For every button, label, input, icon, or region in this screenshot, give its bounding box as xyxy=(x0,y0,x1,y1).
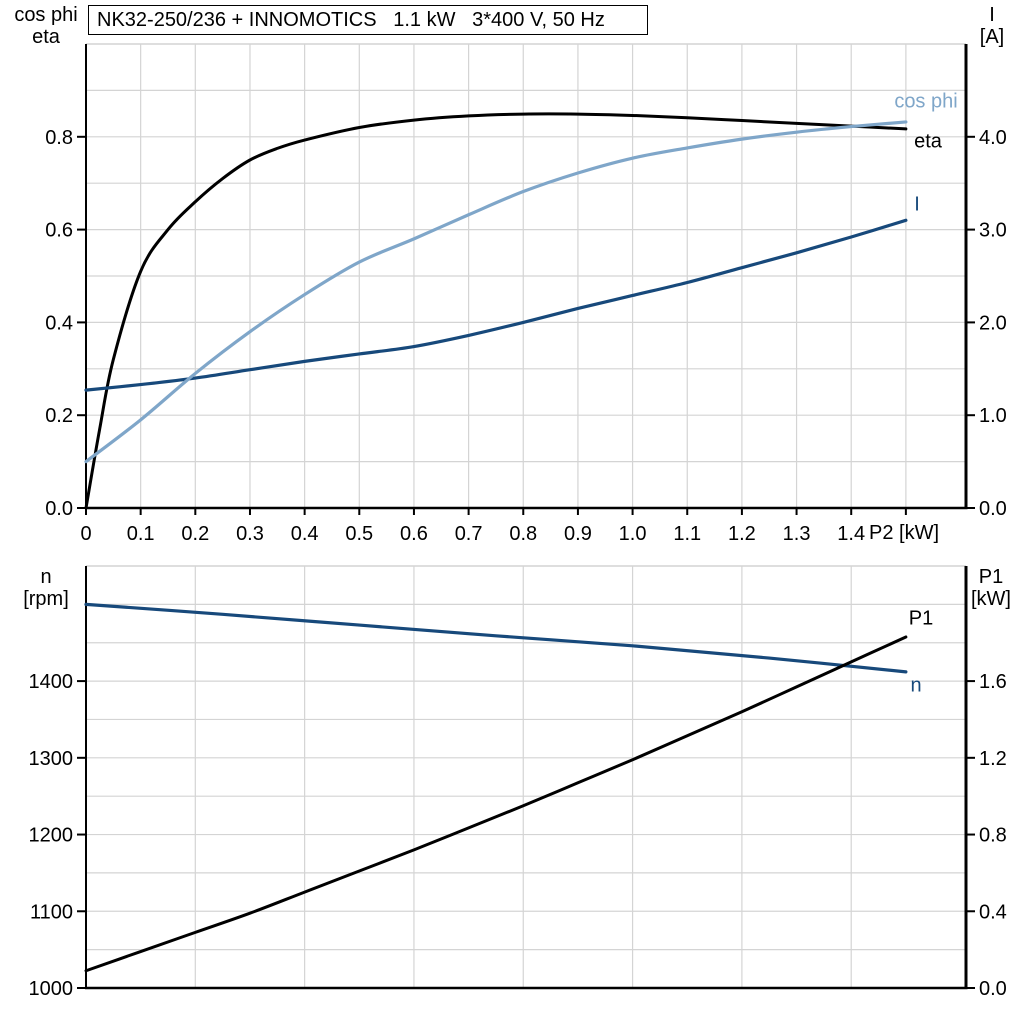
x-tick-label: 1.2 xyxy=(728,523,756,545)
speed-power-grid xyxy=(86,565,966,988)
speed-unit-title: [rpm] xyxy=(23,588,69,610)
current-curve-label: I xyxy=(914,193,920,216)
p1-curve-label: P1 xyxy=(908,607,934,630)
eta-curve xyxy=(84,112,908,510)
bottom-left-axis-header: n [rpm] xyxy=(4,566,88,610)
x-tick-label: 1.3 xyxy=(783,523,811,545)
x-tick-label: 0.1 xyxy=(127,523,155,545)
eta-curve-label: eta xyxy=(914,130,942,153)
speed-n-curve xyxy=(84,602,908,674)
right-tick-label: 1.2 xyxy=(979,748,1007,770)
left-tick-label: 0.0 xyxy=(45,498,73,520)
right-tick-label: 0.4 xyxy=(979,901,1007,923)
n-curve-label: n xyxy=(910,674,922,697)
p2-unit-label: P2 [kW] xyxy=(869,522,940,544)
cos-phi-axis-title: cos phi xyxy=(14,4,78,26)
current-I-curve xyxy=(84,218,908,392)
left-tick-label: 0.4 xyxy=(45,312,73,334)
left-tick-label: 1000 xyxy=(29,978,74,1000)
p1-unit-title: [kW] xyxy=(971,588,1011,610)
right-tick-label: 0.8 xyxy=(979,825,1007,847)
right-tick-label: 0.0 xyxy=(979,978,1007,1000)
x-tick-label: 0 xyxy=(80,523,91,545)
x-tick-label: 0.2 xyxy=(181,523,209,545)
top-right-axis-header: I [A] xyxy=(950,4,1024,48)
top-left-axis-header: cos phi eta xyxy=(4,4,88,48)
speed-power-chart: 1000 1100 1200 1300 1400 0.0 0.4 0.8 1.2 1.6 xyxy=(29,565,1007,1000)
page-title: NK32-250/236 + INNOMOTICS 1.1 kW 3*400 V… xyxy=(97,8,605,31)
x-tick-label: 1.1 xyxy=(673,523,701,545)
electrical-series xyxy=(84,112,908,510)
right-tick-label: 0.0 xyxy=(979,498,1007,520)
right-tick-label: 1.0 xyxy=(979,405,1007,427)
right-tick-label: 1.6 xyxy=(979,671,1007,693)
x-tick-label: 0.6 xyxy=(400,523,428,545)
cos-phi-curve xyxy=(84,120,908,464)
x-tick-label: 0.8 xyxy=(509,523,537,545)
left-tick-label: 1400 xyxy=(29,671,74,693)
power-P1-curve xyxy=(84,635,908,973)
speed-power-axes: 1000 1100 1200 1300 1400 0.0 0.4 0.8 1.2 1.6 xyxy=(29,566,1007,1000)
x-tick-label: 1.4 xyxy=(837,523,865,545)
current-unit-title: [A] xyxy=(979,26,1005,48)
right-tick-label: 3.0 xyxy=(979,220,1007,242)
electrical-axes: 0.0 0.2 0.4 0.6 0.8 0.0 1.0 2.0 3.0 4.0 0 0.1 0.2 0.3… xyxy=(45,44,1007,545)
x-tick-label: 1.0 xyxy=(619,523,647,545)
eta-axis-title: eta xyxy=(32,26,60,48)
right-tick-label: 2.0 xyxy=(979,312,1007,334)
current-axis-title: I xyxy=(989,4,995,26)
right-tick-label: 4.0 xyxy=(979,127,1007,149)
left-tick-label: 1100 xyxy=(30,901,73,923)
left-tick-label: 1300 xyxy=(29,748,74,770)
speed-power-series xyxy=(84,602,908,973)
cos-phi-curve-label: cos phi xyxy=(894,90,958,113)
p1-axis-title: P1 xyxy=(978,566,1004,588)
left-tick-label: 0.6 xyxy=(45,220,73,242)
left-tick-label: 0.8 xyxy=(45,127,73,149)
x-tick-label: 0.5 xyxy=(345,523,373,545)
x-tick-label: 0.4 xyxy=(291,523,319,545)
title-box: NK32-250/236 + INNOMOTICS 1.1 kW 3*400 V… xyxy=(88,5,648,35)
x-tick-label: 0.7 xyxy=(455,523,483,545)
bottom-right-axis-header: P1 [kW] xyxy=(949,566,1024,610)
x-tick-label: 0.3 xyxy=(236,523,264,545)
speed-axis-title: n xyxy=(40,566,52,588)
left-tick-label: 0.2 xyxy=(45,405,73,427)
left-tick-label: 1200 xyxy=(29,825,74,847)
electrical-chart: 0.0 0.2 0.4 0.6 0.8 0.0 1.0 2.0 3.0 4.0 0 0.1 0.2 0.3… xyxy=(45,43,1007,545)
x-tick-label: 0.9 xyxy=(564,523,592,545)
